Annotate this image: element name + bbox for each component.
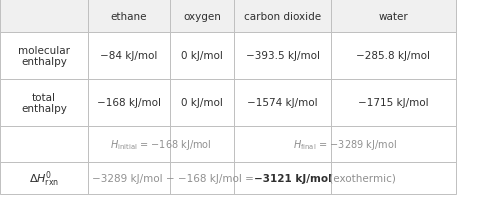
Bar: [170, 162, 234, 194]
Bar: [331, 126, 456, 162]
Bar: [234, 33, 331, 80]
Bar: [331, 33, 456, 80]
Bar: [0, 80, 88, 126]
Text: −393.5 kJ/mol: −393.5 kJ/mol: [246, 51, 319, 61]
Bar: [170, 33, 234, 80]
Text: $\Delta H^{0}_{\mathrm{rxn}}$: $\Delta H^{0}_{\mathrm{rxn}}$: [29, 168, 59, 188]
Bar: [88, 33, 170, 80]
Text: oxygen: oxygen: [183, 11, 221, 21]
Text: −3289 kJ/mol − −168 kJ/mol =: −3289 kJ/mol − −168 kJ/mol =: [92, 173, 257, 183]
Bar: [0, 0, 88, 33]
Text: water: water: [378, 11, 408, 21]
Bar: [234, 126, 331, 162]
Bar: [88, 80, 170, 126]
Bar: [88, 126, 170, 162]
Text: molecular
enthalpy: molecular enthalpy: [18, 45, 70, 67]
Bar: [331, 162, 456, 194]
Bar: [0, 126, 88, 162]
Bar: [0, 162, 88, 194]
Bar: [170, 0, 234, 33]
Text: −168 kJ/mol: −168 kJ/mol: [97, 98, 161, 108]
Text: −285.8 kJ/mol: −285.8 kJ/mol: [357, 51, 431, 61]
Bar: [88, 162, 170, 194]
Text: ethane: ethane: [111, 11, 147, 21]
Bar: [170, 33, 234, 80]
Bar: [170, 80, 234, 126]
Bar: [234, 0, 331, 33]
Text: −3121 kJ/mol: −3121 kJ/mol: [254, 173, 332, 183]
Bar: [88, 0, 170, 33]
Bar: [234, 0, 331, 33]
Bar: [0, 126, 88, 162]
Text: 0 kJ/mol: 0 kJ/mol: [181, 98, 223, 108]
Bar: [331, 80, 456, 126]
Text: −1715 kJ/mol: −1715 kJ/mol: [358, 98, 429, 108]
Bar: [0, 33, 88, 80]
Bar: [0, 80, 88, 126]
Bar: [88, 162, 170, 194]
Bar: [234, 33, 331, 80]
Text: carbon dioxide: carbon dioxide: [244, 11, 321, 21]
Bar: [234, 80, 331, 126]
Bar: [170, 126, 234, 162]
Bar: [234, 162, 331, 194]
Bar: [331, 33, 456, 80]
Bar: [88, 80, 170, 126]
Text: total
enthalpy: total enthalpy: [21, 92, 67, 114]
Bar: [0, 162, 88, 194]
Text: $H_{\mathrm{final}}$ = −3289 kJ/mol: $H_{\mathrm{final}}$ = −3289 kJ/mol: [293, 137, 397, 151]
Bar: [331, 162, 456, 194]
Bar: [88, 126, 170, 162]
Bar: [170, 0, 234, 33]
Bar: [331, 0, 456, 33]
Bar: [170, 80, 234, 126]
Bar: [331, 126, 456, 162]
Text: −84 kJ/mol: −84 kJ/mol: [100, 51, 158, 61]
Bar: [170, 126, 234, 162]
Bar: [88, 0, 170, 33]
Bar: [0, 0, 88, 33]
Bar: [234, 80, 331, 126]
Bar: [0, 33, 88, 80]
Text: $H_{\mathrm{initial}}$ = −168 kJ/mol: $H_{\mathrm{initial}}$ = −168 kJ/mol: [110, 137, 212, 151]
Bar: [234, 162, 331, 194]
Text: 0 kJ/mol: 0 kJ/mol: [181, 51, 223, 61]
Text: (exothermic): (exothermic): [326, 173, 396, 183]
Bar: [331, 80, 456, 126]
Bar: [170, 162, 234, 194]
Bar: [331, 0, 456, 33]
Text: −1574 kJ/mol: −1574 kJ/mol: [247, 98, 318, 108]
Bar: [88, 33, 170, 80]
Bar: [234, 126, 331, 162]
